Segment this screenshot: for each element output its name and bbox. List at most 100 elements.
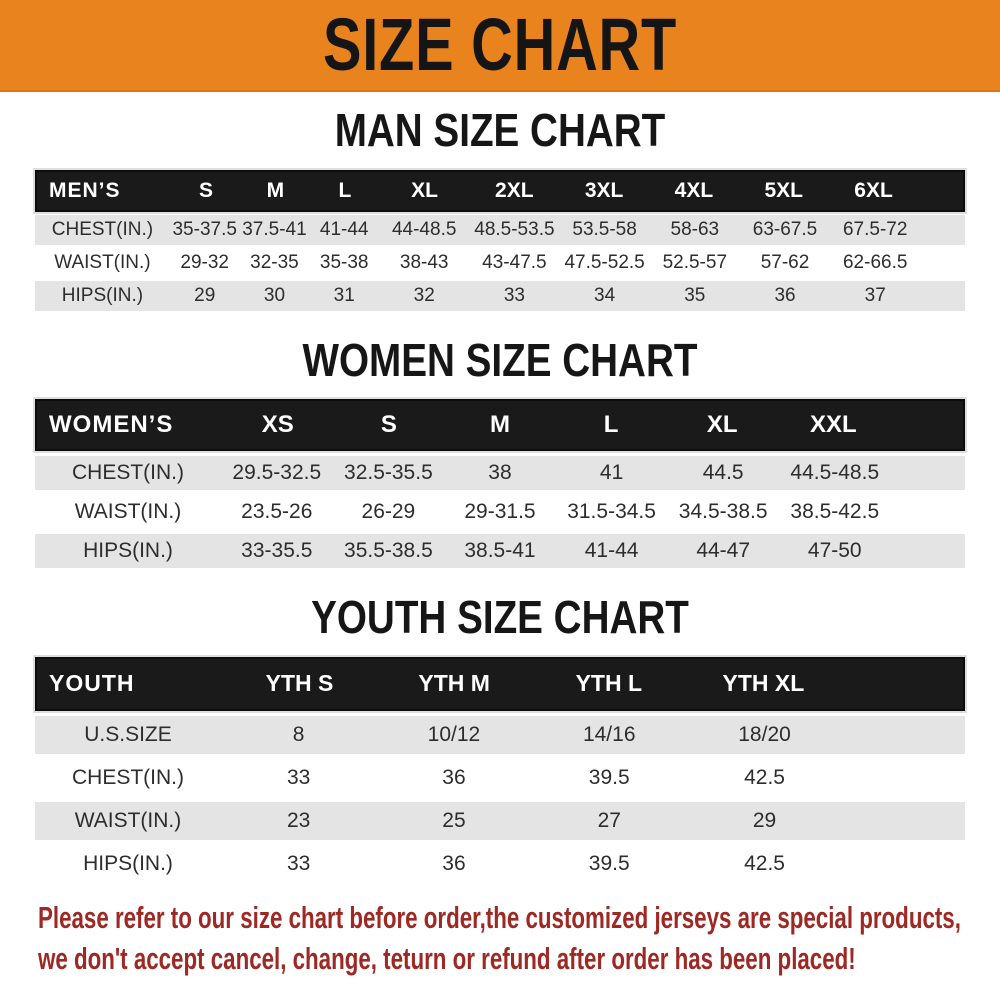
- table-cell: 34: [594, 284, 616, 306]
- table-row: HIPS(IN.) 33 36 39.5 42.5: [35, 844, 965, 883]
- column-header: YTH M: [418, 670, 490, 697]
- row-label: WAIST(IN.): [54, 251, 151, 273]
- row-label: HIPS(IN.): [83, 851, 173, 875]
- column-header: L: [338, 178, 352, 202]
- women-size-section: WOMEN SIZE CHART WOMEN’S XS S M L XL XXL CHEST(…: [0, 333, 1000, 569]
- youth-size-chart-title: YOUTH SIZE CHART: [311, 591, 689, 644]
- table-cell: 31: [333, 284, 355, 306]
- table-cell: 35.5-38.5: [344, 539, 433, 563]
- table-row: WAIST(IN.) 29-32 32-35 35-38 38-43 43-47.5 47.…: [35, 247, 965, 278]
- table-row: CHEST(IN.) 29.5-32.5 32.5-35.5 38 41 44.5 44.5…: [35, 456, 965, 491]
- column-header: L: [603, 411, 619, 439]
- table-cell: 38: [488, 461, 512, 485]
- table-cell: 33: [286, 765, 311, 789]
- table-title-label: YOUTH: [49, 670, 135, 697]
- table-cell: 29-31.5: [464, 500, 536, 524]
- table-cell: 42.5: [744, 851, 785, 875]
- table-cell: 48.5-53.5: [474, 218, 555, 240]
- table-cell: 33: [286, 851, 311, 875]
- table-title-label: WOMEN’S: [49, 411, 174, 439]
- table-cell: 44.5: [702, 461, 744, 485]
- column-header: 3XL: [584, 178, 624, 202]
- column-header: YTH S: [265, 670, 334, 697]
- disclaimer: Please refer to our size chart before or…: [0, 897, 1000, 979]
- table-cell: 62-66.5: [842, 251, 908, 273]
- table-cell: 44.5-48.5: [790, 461, 880, 485]
- table-header-row: MEN’S S M L XL 2XL 3XL 4XL 5XL 6XL: [35, 169, 965, 212]
- table-cell: 36: [442, 765, 466, 789]
- table-cell: 41: [599, 461, 624, 485]
- column-header: S: [380, 411, 397, 439]
- column-header: YTH L: [575, 670, 643, 697]
- table-cell: 37.5-41: [242, 218, 307, 240]
- column-header: XL: [706, 411, 738, 439]
- table-cell: 47-50: [807, 539, 862, 563]
- table-cell: 53.5-58: [572, 218, 637, 240]
- column-header: 2XL: [495, 178, 534, 202]
- table-cell: 32.5-35.5: [344, 461, 433, 485]
- row-label: WAIST(IN.): [74, 808, 182, 832]
- table-row: HIPS(IN.) 29 30 31 32 33 34 35 36 37: [35, 280, 965, 311]
- youth-size-table: YOUTH YTH S YTH M YTH L YTH XL U.S.SIZE 8 10/12…: [35, 656, 965, 883]
- table-cell: 44-48.5: [391, 218, 457, 240]
- table-cell: 31.5-34.5: [567, 500, 656, 524]
- table-cell: 36: [774, 284, 796, 306]
- table-cell: 26-29: [361, 500, 416, 524]
- table-cell: 42.5: [744, 765, 785, 789]
- table-cell: 29.5-32.5: [232, 461, 322, 485]
- row-label: U.S.SIZE: [84, 722, 172, 746]
- table-cell: 23.5-26: [241, 500, 313, 524]
- column-header: 4XL: [674, 178, 714, 202]
- column-header: XS: [261, 411, 294, 439]
- table-cell: 23: [286, 808, 311, 832]
- table-cell: 63-67.5: [752, 218, 818, 240]
- table-cell: 35: [684, 284, 706, 306]
- row-label: CHEST(IN.): [72, 765, 184, 789]
- table-cell: 27: [597, 808, 621, 832]
- table-cell: 57-62: [760, 251, 810, 273]
- column-header: M: [266, 178, 285, 202]
- table-cell: 29-32: [180, 251, 230, 273]
- row-label: HIPS(IN.): [83, 539, 173, 563]
- column-header: 6XL: [854, 178, 893, 202]
- row-label: HIPS(IN.): [61, 284, 144, 306]
- column-header: 5XL: [764, 178, 803, 202]
- youth-size-section: YOUTH SIZE CHART YOUTH YTH S YTH M YTH L YTH…: [0, 592, 1000, 883]
- table-cell: 41-44: [319, 218, 369, 240]
- table-row: WAIST(IN.) 23.5-26 26-29 29-31.5 31.5-34.5 34…: [35, 495, 965, 530]
- row-label: WAIST(IN.): [74, 500, 182, 524]
- table-cell: 18/20: [738, 722, 791, 746]
- row-label: CHEST(IN.): [51, 218, 154, 240]
- table-cell: 35-37.5: [172, 218, 237, 240]
- table-cell: 34.5-38.5: [678, 500, 768, 524]
- table-row: HIPS(IN.) 33-35.5 35.5-38.5 38.5-41 41-44 44-…: [35, 534, 965, 569]
- table-cell: 43-47.5: [482, 251, 547, 273]
- column-header: XL: [411, 178, 438, 202]
- table-cell: 30: [263, 284, 286, 306]
- table-cell: 38.5-41: [464, 539, 536, 563]
- man-size-chart-title: MAN SIZE CHART: [334, 104, 666, 156]
- table-cell: 58-63: [670, 218, 720, 240]
- women-size-chart-title: WOMEN SIZE CHART: [302, 333, 698, 386]
- table-cell: 29: [752, 808, 777, 832]
- table-cell: 47.5-52.5: [564, 251, 645, 273]
- table-cell: 14/16: [582, 722, 636, 746]
- table-row: CHEST(IN.) 35-37.5 37.5-41 41-44 44-48.5 48.5…: [35, 214, 965, 245]
- table-cell: 44-47: [696, 539, 751, 563]
- table-cell: 32: [413, 284, 435, 306]
- column-header: M: [489, 411, 510, 439]
- table-cell: 52.5-57: [662, 251, 728, 273]
- table-cell: 10/12: [427, 722, 481, 746]
- table-cell: 36: [442, 851, 466, 875]
- table-cell: 29: [194, 284, 216, 306]
- column-header: YTH XL: [722, 670, 805, 697]
- table-cell: 38-43: [399, 251, 449, 273]
- table-cell: 35-38: [319, 251, 369, 273]
- table-header-row: WOMEN’S XS S M L XL XXL: [35, 399, 965, 452]
- table-cell: 8: [292, 722, 305, 746]
- table-cell: 67.5-72: [842, 218, 908, 240]
- row-label: CHEST(IN.): [72, 461, 184, 485]
- table-cell: 41-44: [584, 539, 639, 563]
- banner: SIZE CHART: [0, 0, 1000, 92]
